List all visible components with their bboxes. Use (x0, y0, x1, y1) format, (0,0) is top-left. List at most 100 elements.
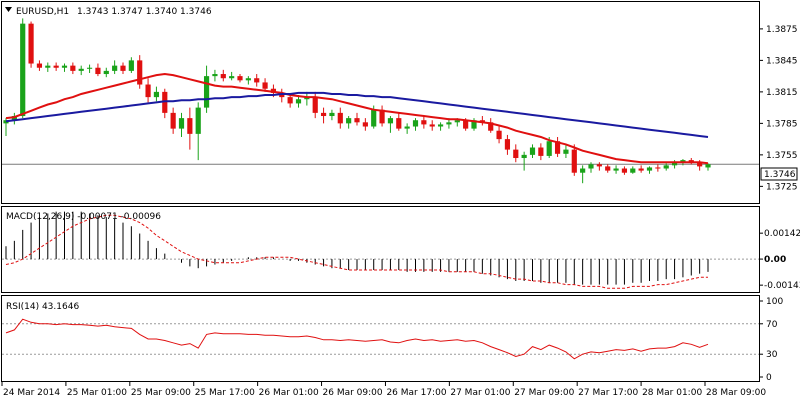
candle-body (546, 141, 552, 156)
rsi-tick-label: 0 (766, 373, 772, 383)
time-tick-label: 27 Mar 17:00 (578, 388, 638, 398)
candle-body (496, 130, 502, 140)
candle-body (421, 120, 427, 125)
candle-body (454, 120, 460, 123)
candle-body (471, 120, 477, 129)
candle-body (103, 70, 109, 75)
candle-body (28, 23, 34, 64)
time-tick-label: 27 Mar 09:00 (514, 388, 574, 398)
moving-averages (5, 72, 709, 165)
candle-body (70, 65, 76, 71)
rsi-axis: 100 70 30 0 (759, 297, 783, 383)
dropdown-triangle-icon[interactable] (5, 7, 12, 12)
candle-body (312, 97, 318, 113)
candle-body (479, 120, 485, 123)
candle-body (354, 118, 360, 123)
price-candles (3, 18, 711, 184)
candle-body (680, 160, 686, 163)
candle-body (137, 60, 143, 85)
slow-ma-line (5, 91, 709, 138)
candle-body (379, 109, 385, 124)
candle-body (705, 164, 711, 168)
candle-body (337, 112, 343, 124)
rsi-tick-label: 70 (766, 320, 778, 330)
candle-body (387, 118, 394, 124)
candle-body (254, 78, 260, 83)
time-tick-label: 28 Mar 09:00 (706, 388, 766, 398)
candle-body (588, 164, 594, 169)
candle-body (262, 82, 268, 89)
candle-body (95, 67, 101, 75)
price-tick-label: 1.3755 (766, 151, 798, 161)
candle-body (655, 167, 661, 169)
candle-body (671, 162, 678, 166)
candle-body (646, 167, 653, 171)
candle-body (279, 92, 285, 98)
candle-body (61, 65, 68, 68)
time-tick-label: 26 Mar 01:00 (259, 388, 319, 398)
macd-tick-label: 0.00142 (764, 229, 800, 239)
candle-body (697, 162, 703, 167)
candle-body (78, 68, 84, 71)
candle-body (521, 154, 527, 159)
candle-body (371, 109, 377, 127)
price-pane-frame (1, 1, 760, 204)
price-tick-label: 1.3785 (766, 119, 798, 129)
price-tick-label: 1.3875 (766, 25, 798, 35)
rsi-tick-label: 100 (766, 297, 783, 307)
time-tick-label: 26 Mar 09:00 (323, 388, 383, 398)
candle-body (229, 76, 235, 79)
macd-tick-label: 0.00 (764, 255, 786, 265)
time-tick-label: 28 Mar 01:00 (642, 388, 702, 398)
candle-body (513, 149, 519, 159)
header: EURUSD,H1 1.3743 1.3747 1.3740 1.3746 (5, 7, 212, 17)
candle-body (429, 124, 435, 127)
candle-body (212, 74, 218, 77)
candle-body (245, 78, 251, 81)
candle-body (20, 23, 26, 117)
candle-body (120, 65, 126, 71)
macd-signal (5, 214, 708, 289)
macd-title: MACD(12,26,9) -0.00071 -0.00096 (6, 212, 161, 222)
price-tick-label: 1.3725 (766, 182, 798, 192)
candle-body (220, 74, 226, 79)
candle-body (237, 76, 243, 81)
time-tick-label: 27 Mar 01:00 (450, 388, 510, 398)
candle-body (128, 60, 134, 71)
candle-body (605, 166, 611, 171)
candle-body (571, 149, 577, 173)
candle-body (621, 168, 628, 173)
rsi-path (5, 318, 709, 360)
candle-body (663, 165, 669, 169)
fast-ma-line (5, 72, 709, 165)
time-axis: 24 Mar 2014 25 Mar 01:00 25 Mar 09:00 25 Ma… (1, 382, 766, 398)
candle-body (437, 124, 444, 127)
candle-body (86, 67, 93, 69)
candle-body (630, 168, 636, 173)
candle-body (362, 122, 368, 127)
candle-body (329, 112, 335, 117)
time-tick-label: 25 Mar 09:00 (131, 388, 191, 398)
candle-body (346, 118, 352, 124)
candle-body (3, 120, 9, 124)
candle-body (195, 107, 201, 134)
current-price-label: 1.3746 (764, 170, 796, 180)
candle-body (538, 147, 544, 156)
candle-body (638, 168, 644, 171)
candle-body (178, 118, 185, 129)
candle-body (11, 116, 17, 121)
rsi-line (5, 318, 709, 360)
candle-body (404, 126, 410, 129)
candle-body (304, 97, 310, 100)
rsi-pane-frame (1, 295, 760, 382)
candle-body (162, 91, 168, 113)
price-tick-label: 1.3845 (766, 56, 798, 66)
candle-body (287, 97, 293, 104)
macd-signal-line (5, 214, 708, 289)
candle-body (529, 147, 536, 155)
candle-body (396, 118, 402, 129)
candle-body (504, 139, 511, 150)
candle-body (187, 118, 193, 134)
time-tick-label: 26 Mar 17:00 (386, 388, 446, 398)
